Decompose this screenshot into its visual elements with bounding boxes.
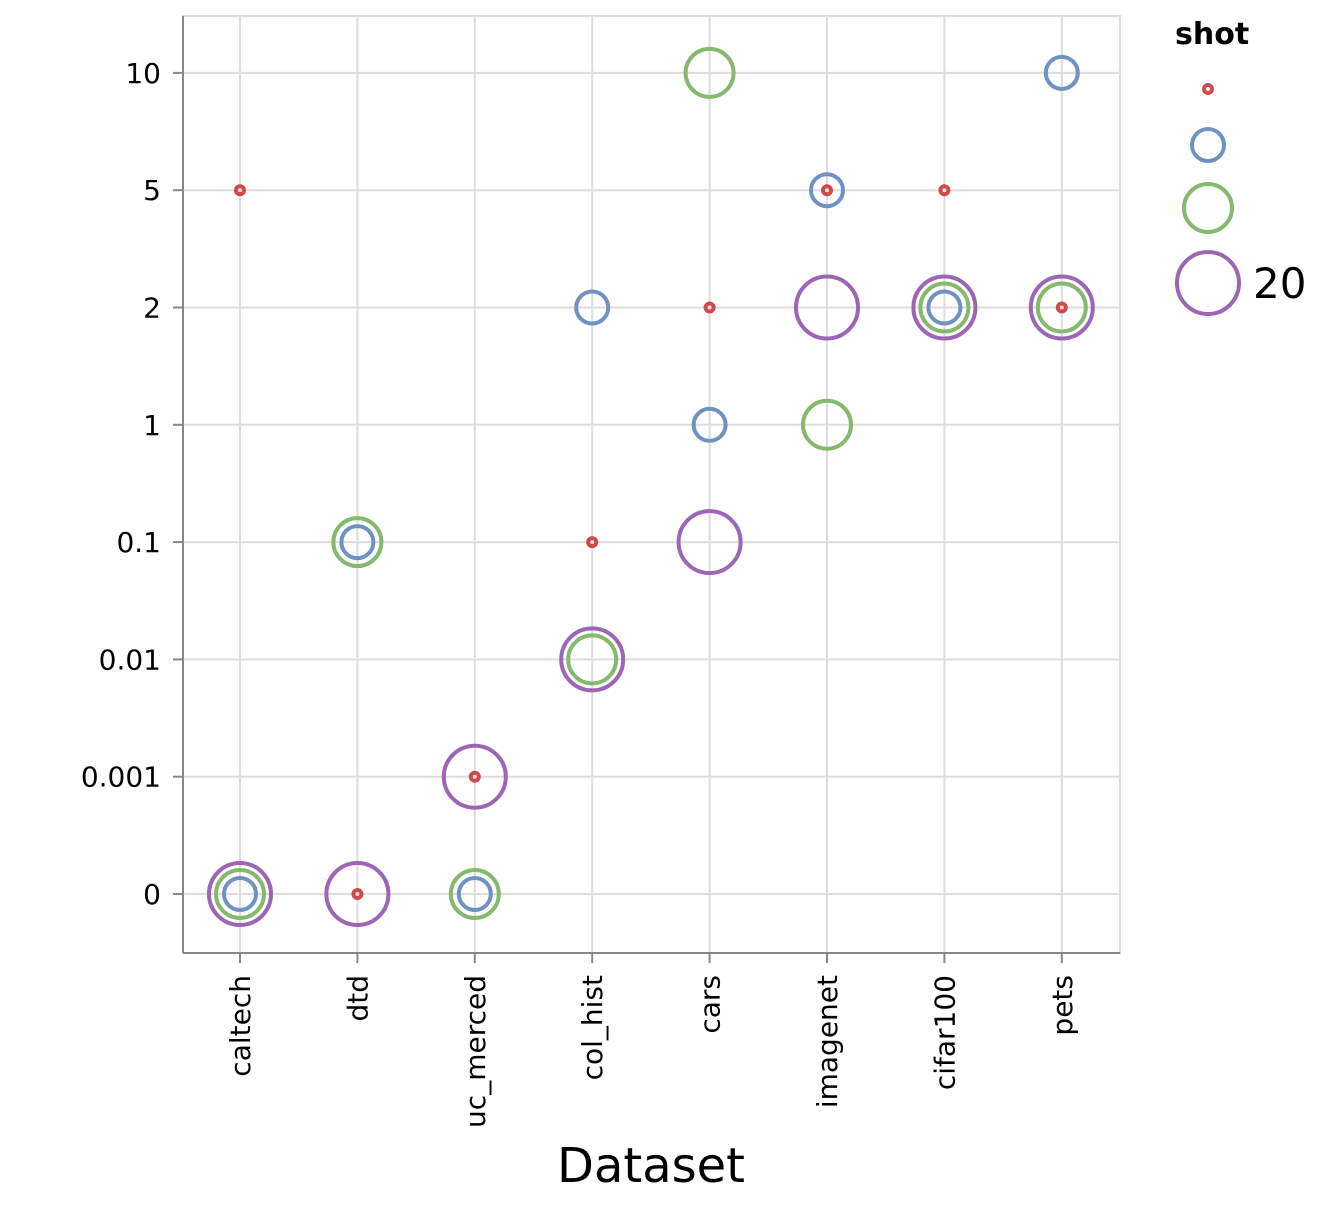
data-point — [1035, 281, 1088, 334]
y-tick-label: 0.001 — [81, 761, 161, 794]
x-tick-label: pets — [1046, 975, 1079, 1036]
legend-symbol — [1190, 127, 1226, 163]
data-point — [918, 281, 971, 334]
data-point — [801, 398, 853, 451]
data-point — [821, 184, 833, 197]
data-point — [324, 861, 391, 927]
y-tick-label: 0.1 — [116, 526, 161, 559]
y-tick-label: 5 — [143, 174, 161, 207]
legend-symbol — [1175, 250, 1241, 316]
x-tick-label: dtd — [341, 975, 374, 1022]
x-tick-label: caltech — [224, 975, 257, 1077]
legend-symbol — [1202, 83, 1214, 95]
data-point — [448, 868, 501, 920]
data-point — [1055, 301, 1068, 314]
data-point — [586, 536, 599, 549]
data-point — [574, 289, 611, 326]
y-tick-label: 0 — [143, 878, 161, 911]
data-point — [683, 46, 736, 99]
y-tick-label: 10 — [125, 57, 161, 90]
data-point — [566, 633, 619, 686]
data-point — [207, 861, 273, 927]
legend-label: 20 — [1253, 259, 1306, 308]
axes — [173, 16, 1120, 963]
data-point — [1028, 274, 1095, 341]
data-point — [703, 301, 716, 314]
data-point — [938, 184, 951, 197]
data-point — [468, 770, 481, 783]
x-tick-label: col_hist — [576, 975, 609, 1080]
data-point — [1043, 54, 1080, 91]
y-tick-label: 1 — [143, 409, 161, 442]
data-point — [676, 509, 743, 576]
x-axis-title: Dataset — [557, 1138, 745, 1194]
data-point — [559, 626, 626, 693]
data-points — [207, 46, 1095, 927]
data-point — [214, 868, 266, 920]
data-point — [222, 876, 258, 912]
data-point — [926, 289, 963, 326]
y-tick-label: 0.01 — [99, 643, 161, 676]
data-point — [809, 172, 845, 209]
x-tick-label: cars — [694, 975, 727, 1034]
data-point — [456, 876, 493, 912]
data-point — [339, 524, 376, 561]
grid — [182, 15, 1121, 954]
legend-symbol — [1182, 182, 1234, 234]
data-point — [911, 274, 978, 341]
tick-labels: caltech dtd uc_merced col_hist cars imagenet c… — [81, 57, 1079, 1128]
data-point — [351, 888, 364, 900]
data-point — [794, 274, 860, 341]
legend-title: shot — [1175, 17, 1249, 52]
data-point — [331, 516, 384, 569]
x-tick-label: imagenet — [811, 975, 844, 1108]
data-point — [691, 406, 728, 443]
y-tick-label: 2 — [143, 292, 161, 325]
x-tick-label: cifar100 — [928, 975, 961, 1090]
x-tick-label: uc_merced — [459, 975, 492, 1128]
data-point — [234, 184, 246, 197]
plot-frame — [182, 15, 1121, 954]
data-point — [441, 743, 508, 810]
legend: shot 20 — [1175, 17, 1306, 316]
